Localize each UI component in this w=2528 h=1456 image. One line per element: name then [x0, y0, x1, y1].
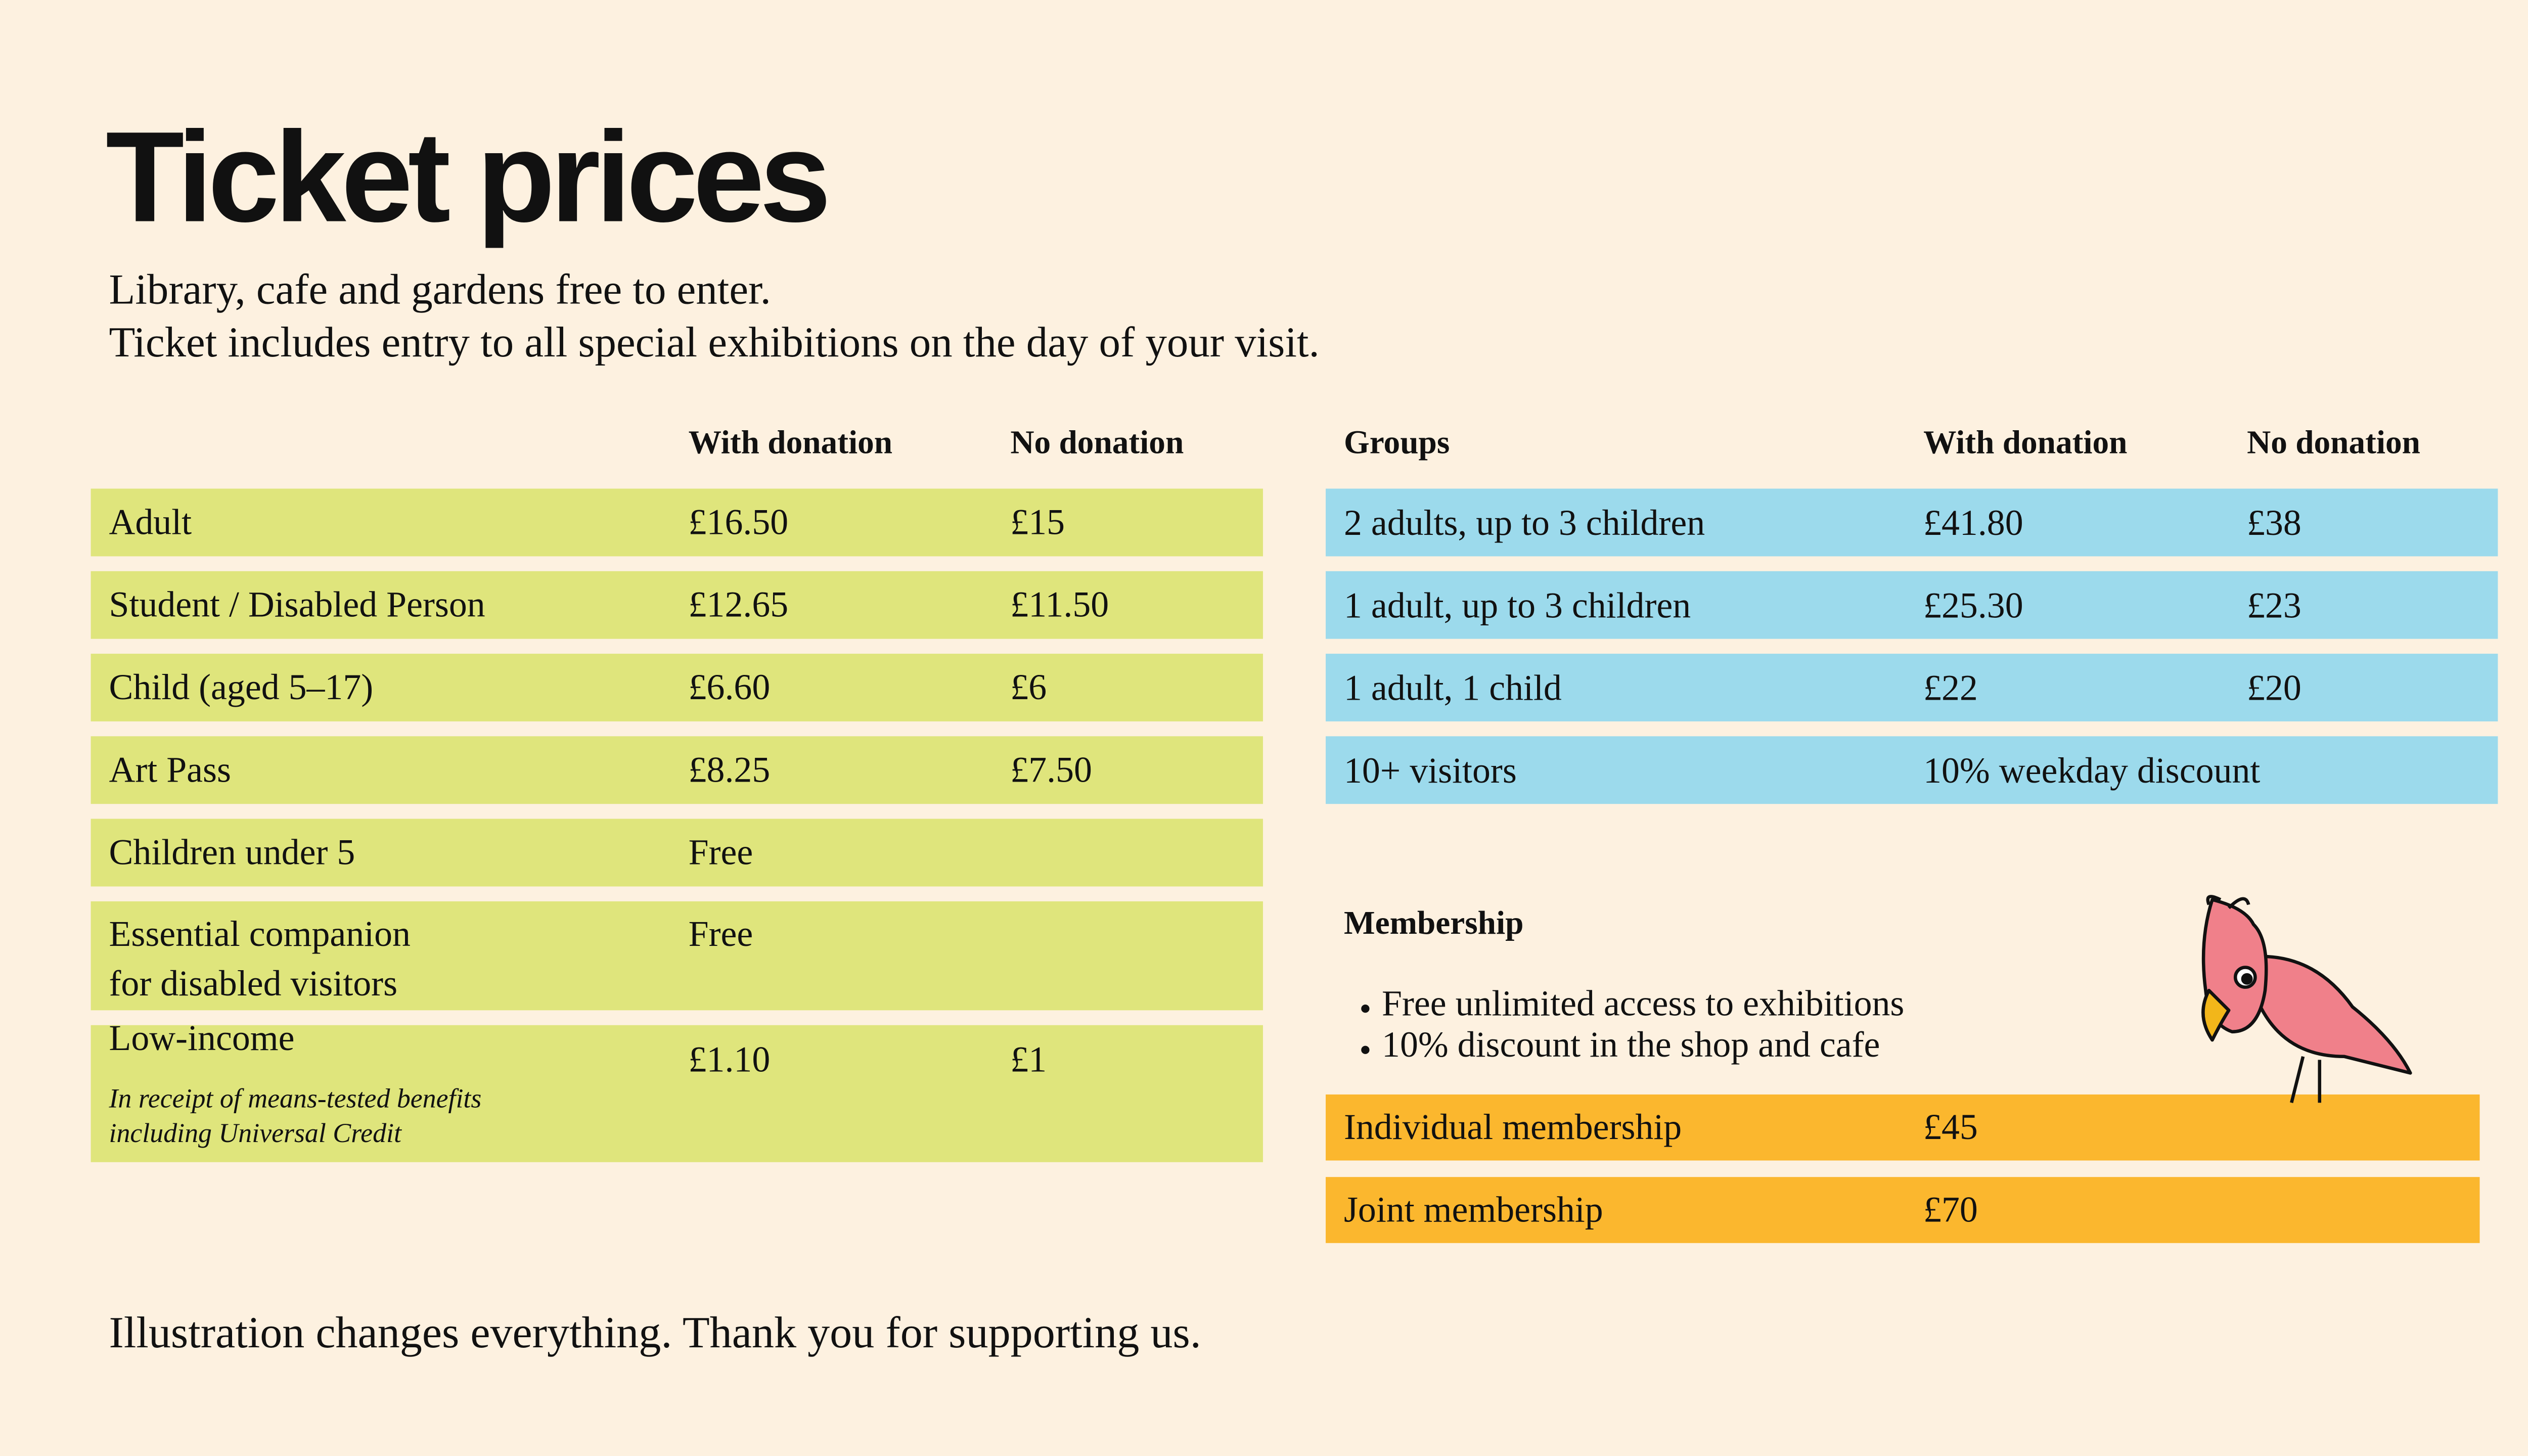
bullet — [1361, 1004, 1370, 1013]
ticket-row — [91, 1025, 1263, 1162]
row-label: Student / Disabled Person — [109, 584, 485, 625]
price: £1.10 — [689, 1039, 771, 1079]
intro-line: Library, cafe and gardens free to enter. — [109, 266, 771, 313]
group-row — [1326, 571, 2498, 639]
row-label: Adult — [109, 502, 192, 542]
row-label: 2 adults, up to 3 children — [1344, 503, 1705, 543]
price: £8.25 — [689, 749, 771, 790]
price: £1 — [1010, 1039, 1047, 1079]
row-note: In receipt of means-tested benefits — [109, 1083, 482, 1113]
price: £20 — [2247, 668, 2301, 708]
bullet — [1361, 1045, 1370, 1054]
price: £23 — [2247, 585, 2301, 625]
group-row — [1326, 654, 2498, 721]
row-label: Joint membership — [1344, 1189, 1603, 1230]
price: Free — [689, 832, 753, 873]
price: £16.50 — [689, 502, 789, 542]
benefit: 10% discount in the shop and cafe — [1382, 1024, 1880, 1065]
row-label: 1 adult, up to 3 children — [1344, 585, 1691, 625]
row-label: Essential companion — [109, 914, 411, 954]
price: Free — [689, 914, 753, 954]
row-note: including Universal Credit — [109, 1118, 402, 1148]
price: £70 — [1923, 1189, 1978, 1230]
price: £11.50 — [1010, 584, 1109, 625]
ticket-row — [91, 818, 1263, 887]
ticket-row — [91, 488, 1263, 557]
row-label: Art Pass — [109, 749, 231, 790]
benefit: Free unlimited access to exhibitions — [1382, 983, 1904, 1023]
group-row — [1326, 736, 2498, 804]
column-header: With donation — [689, 425, 892, 461]
column-header: With donation — [1923, 425, 2127, 461]
price: £6 — [1010, 667, 1047, 707]
intro-line: Ticket includes entry to all special exh… — [109, 318, 1320, 366]
ticket-row — [91, 901, 1263, 1011]
row-label: Individual membership — [1344, 1107, 1682, 1147]
ticket-row — [91, 571, 1263, 639]
row-label: Child (aged 5–17) — [109, 667, 374, 707]
row-label: 1 adult, 1 child — [1344, 668, 1562, 708]
row-label: for disabled visitors — [109, 963, 398, 1004]
row-label: Low-income — [109, 1018, 295, 1058]
ticket-row — [91, 654, 1263, 721]
section-title: Membership — [1344, 905, 1523, 941]
column-header: No donation — [2247, 425, 2420, 461]
group-row — [1326, 488, 2498, 557]
membership-row — [1326, 1094, 2480, 1161]
price: 10% weekday discount — [1923, 750, 2260, 791]
row-label: 10+ visitors — [1344, 750, 1517, 791]
column-header: No donation — [1010, 425, 1184, 461]
price: £41.80 — [1923, 503, 2023, 543]
price: £15 — [1010, 502, 1065, 542]
price: £45 — [1923, 1107, 1978, 1147]
membership-row — [1326, 1177, 2480, 1243]
price: £22 — [1923, 668, 1978, 708]
ticket-row — [91, 736, 1263, 804]
parrot-illustration — [2201, 895, 2412, 1104]
title: Ticket prices — [106, 105, 826, 249]
row-label: Children under 5 — [109, 832, 355, 873]
price: £7.50 — [1010, 749, 1092, 790]
column-header: Groups — [1344, 425, 1450, 461]
price: £6.60 — [689, 667, 771, 707]
price: £12.65 — [689, 584, 789, 625]
price: £38 — [2247, 503, 2301, 543]
footer: Illustration changes everything. Thank y… — [109, 1308, 1201, 1357]
price: £25.30 — [1923, 585, 2023, 625]
